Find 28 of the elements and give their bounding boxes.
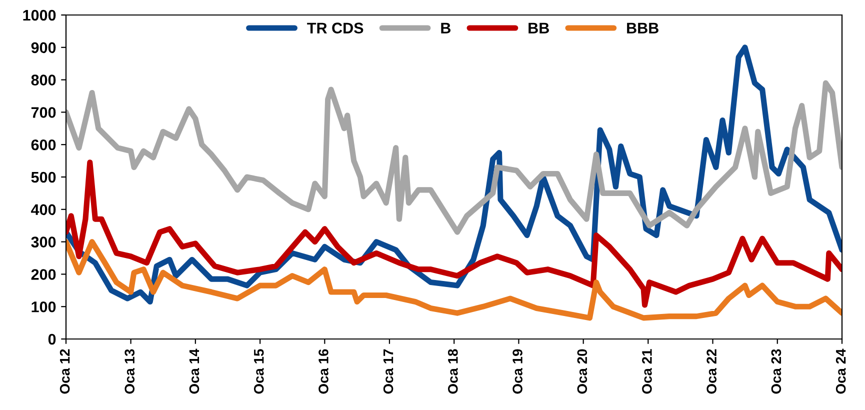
y-tick-label: 300 — [31, 236, 56, 248]
y-tick-label: 100 — [32, 301, 56, 312]
x-tick-label: Oca 20 — [577, 349, 588, 394]
x-tick-label: Oca 15 — [254, 349, 264, 394]
y-tick-label: 700 — [31, 107, 56, 118]
x-tick-label: Oca 17 — [383, 349, 394, 394]
x-tick-label: Oca 21 — [642, 349, 652, 394]
legend-label: TR CDS — [307, 22, 364, 34]
y-tick-label: 200 — [31, 269, 56, 280]
y-tick-label: 500 — [31, 172, 56, 183]
x-tick-label: Oca 22 — [706, 349, 716, 394]
legend-label: BBB — [627, 22, 658, 34]
x-tick-label: Oca 18 — [448, 349, 458, 394]
x-tick-label: Oca 14 — [189, 348, 200, 394]
x-tick-label: Oca 16 — [318, 349, 328, 394]
x-tick-label: Oca 24 — [836, 348, 846, 394]
legend-label: BB — [528, 22, 549, 34]
x-tick-label: Oca 12 — [60, 349, 70, 394]
y-tick-label: 1000 — [23, 10, 56, 21]
x-tick-label: Oca 13 — [124, 349, 135, 394]
y-tick-label: 400 — [31, 204, 56, 216]
legend-label: B — [441, 22, 451, 34]
x-tick-label: Oca 23 — [771, 349, 782, 394]
y-tick-label: 0 — [48, 334, 56, 345]
x-tick-label: Oca 19 — [512, 349, 522, 394]
y-tick-label: 900 — [31, 42, 56, 54]
y-tick-label: 600 — [31, 139, 56, 150]
y-tick-label: 800 — [31, 74, 56, 86]
